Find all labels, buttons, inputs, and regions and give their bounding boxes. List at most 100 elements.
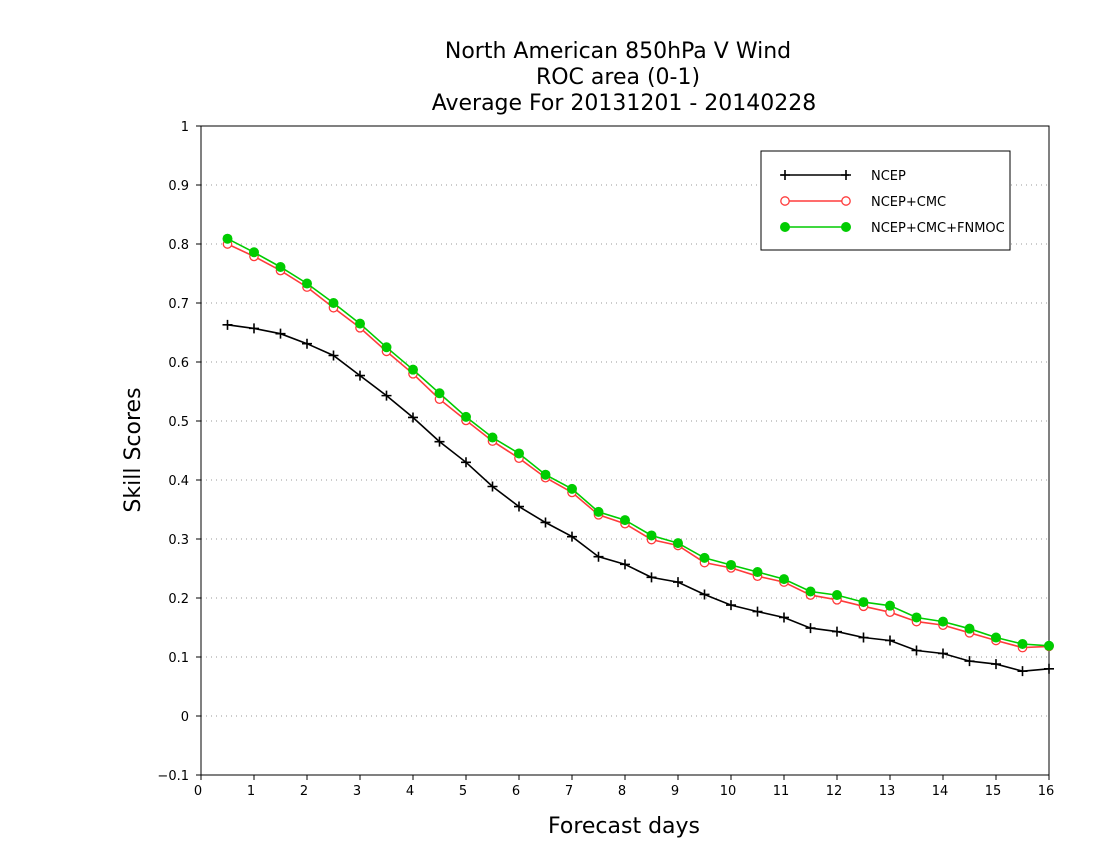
data-point-ncep [646,572,657,583]
x-tick-label: 12 [826,784,843,799]
data-point-ncep-cmc-fnmoc [328,298,339,308]
y-tick-label: 0.9 [168,179,189,194]
data-point-ncep-cmc-fnmoc [487,432,498,443]
data-point-ncep-cmc-fnmoc [355,318,365,329]
data-point-ncep [1044,663,1054,674]
data-point-ncep [328,350,339,361]
x-tick-label: 11 [773,784,790,799]
data-point-ncep-cmc-fnmoc [567,483,577,494]
data-point-ncep-cmc-fnmoc [858,597,869,608]
series-line-ncep [227,324,1050,673]
x-tick-label: 0 [194,784,202,799]
data-point-ncep [885,635,895,646]
data-point-ncep [805,623,816,634]
data-point-ncep [964,656,975,667]
x-tick-label: 2 [300,784,308,799]
data-point-ncep [620,559,630,570]
data-point-ncep [911,645,922,656]
data-point-ncep-cmc-fnmoc [302,278,312,289]
data-point-ncep [938,648,948,659]
y-tick-label: 0.8 [168,238,189,253]
x-axis-ticks: 0 1 2 3 4 5 6 7 8 9 10 11 12 13 14 15 16 [194,775,1054,799]
x-tick-label: 14 [932,784,949,799]
y-tick-label: 0.2 [168,592,189,607]
y-tick-label: −0.1 [157,769,189,784]
data-point-ncep [752,606,763,617]
x-tick-label: 10 [720,784,737,799]
x-tick-label: 15 [985,784,1002,799]
data-point-ncep-cmc-fnmoc [514,448,524,459]
data-point-ncep-cmc-fnmoc [964,623,975,634]
data-point-ncep [381,390,392,401]
chart-title-line-1: North American 850hPa V Wind [445,39,791,64]
data-point-ncep [461,457,471,468]
data-point-ncep-cmc-fnmoc [805,586,816,597]
data-point-ncep [408,412,418,423]
y-axis-ticks: −0.1 0 0.1 0.2 0.3 0.4 0.5 0.6 0.7 0.8 0.9 1 [157,120,201,784]
data-point-ncep-cmc-fnmoc [540,469,551,480]
legend: NCEP NCEP+CMC NCEP+CMC+FNMOC [760,150,1011,251]
data-point-ncep [514,501,524,512]
data-point-ncep [699,589,710,600]
chart-title-line-3: Average For 20131201 - 20140228 [432,91,817,116]
legend-marker [841,196,851,206]
x-tick-label: 7 [565,784,573,799]
legend-marker [780,196,790,206]
data-point-ncep [1017,666,1028,677]
data-point-ncep-cmc-fnmoc [1017,639,1028,650]
data-point-ncep-cmc-fnmoc [620,515,630,526]
data-point-ncep-cmc-fnmoc [779,574,789,585]
x-tick-label: 8 [618,784,626,799]
x-tick-label: 5 [459,784,467,799]
y-tick-label: 0.5 [168,415,189,430]
y-tick-label: 0.7 [168,297,189,312]
data-series [222,233,1054,677]
data-point-ncep [779,612,789,623]
x-tick-label: 9 [671,784,679,799]
legend-label: NCEP+CMC [871,195,946,210]
data-point-ncep-cmc-fnmoc [699,552,710,563]
data-point-ncep [355,370,365,381]
data-point-ncep [991,659,1001,670]
x-tick-label: 4 [406,784,414,799]
data-point-ncep [249,323,259,334]
data-point-ncep-cmc-fnmoc [673,538,683,549]
data-point-ncep [540,517,551,528]
data-point-ncep-cmc-fnmoc [381,342,392,353]
data-point-ncep-cmc-fnmoc [885,600,895,611]
data-point-ncep [222,319,233,330]
legend-marker [780,170,790,180]
y-tick-label: 0.3 [168,533,189,548]
data-point-ncep [593,551,604,562]
y-tick-label: 0.4 [168,474,189,489]
y-tick-label: 0.1 [168,651,189,666]
data-point-ncep-cmc-fnmoc [1044,640,1054,651]
data-point-ncep [673,577,683,588]
legend-marker [780,222,790,232]
y-tick-label: 0.6 [168,356,189,371]
data-point-ncep [726,600,736,611]
data-point-ncep-cmc-fnmoc [726,559,736,570]
x-tick-label: 1 [247,784,255,799]
chart-title-line-2: ROC area (0-1) [536,65,700,90]
y-tick-label: 0 [181,710,189,725]
data-point-ncep [487,481,498,492]
data-point-ncep-cmc-fnmoc [275,262,286,273]
y-axis-title: Skill Scores [121,387,146,512]
data-point-ncep-cmc-fnmoc [911,612,922,623]
data-point-ncep [832,626,842,637]
data-point-ncep [434,436,445,447]
data-point-ncep [858,632,869,643]
y-tick-label: 1 [181,120,189,135]
x-tick-label: 3 [353,784,361,799]
x-axis-title: Forecast days [548,814,700,839]
data-point-ncep-cmc-fnmoc [593,506,604,517]
data-point-ncep-cmc-fnmoc [752,567,763,578]
data-point-ncep-cmc-fnmoc [461,411,471,422]
data-point-ncep-cmc-fnmoc [832,590,842,601]
data-point-ncep-cmc-fnmoc [991,632,1001,643]
legend-label: NCEP+CMC+FNMOC [871,221,1005,236]
data-point-ncep-cmc-fnmoc [408,364,418,375]
